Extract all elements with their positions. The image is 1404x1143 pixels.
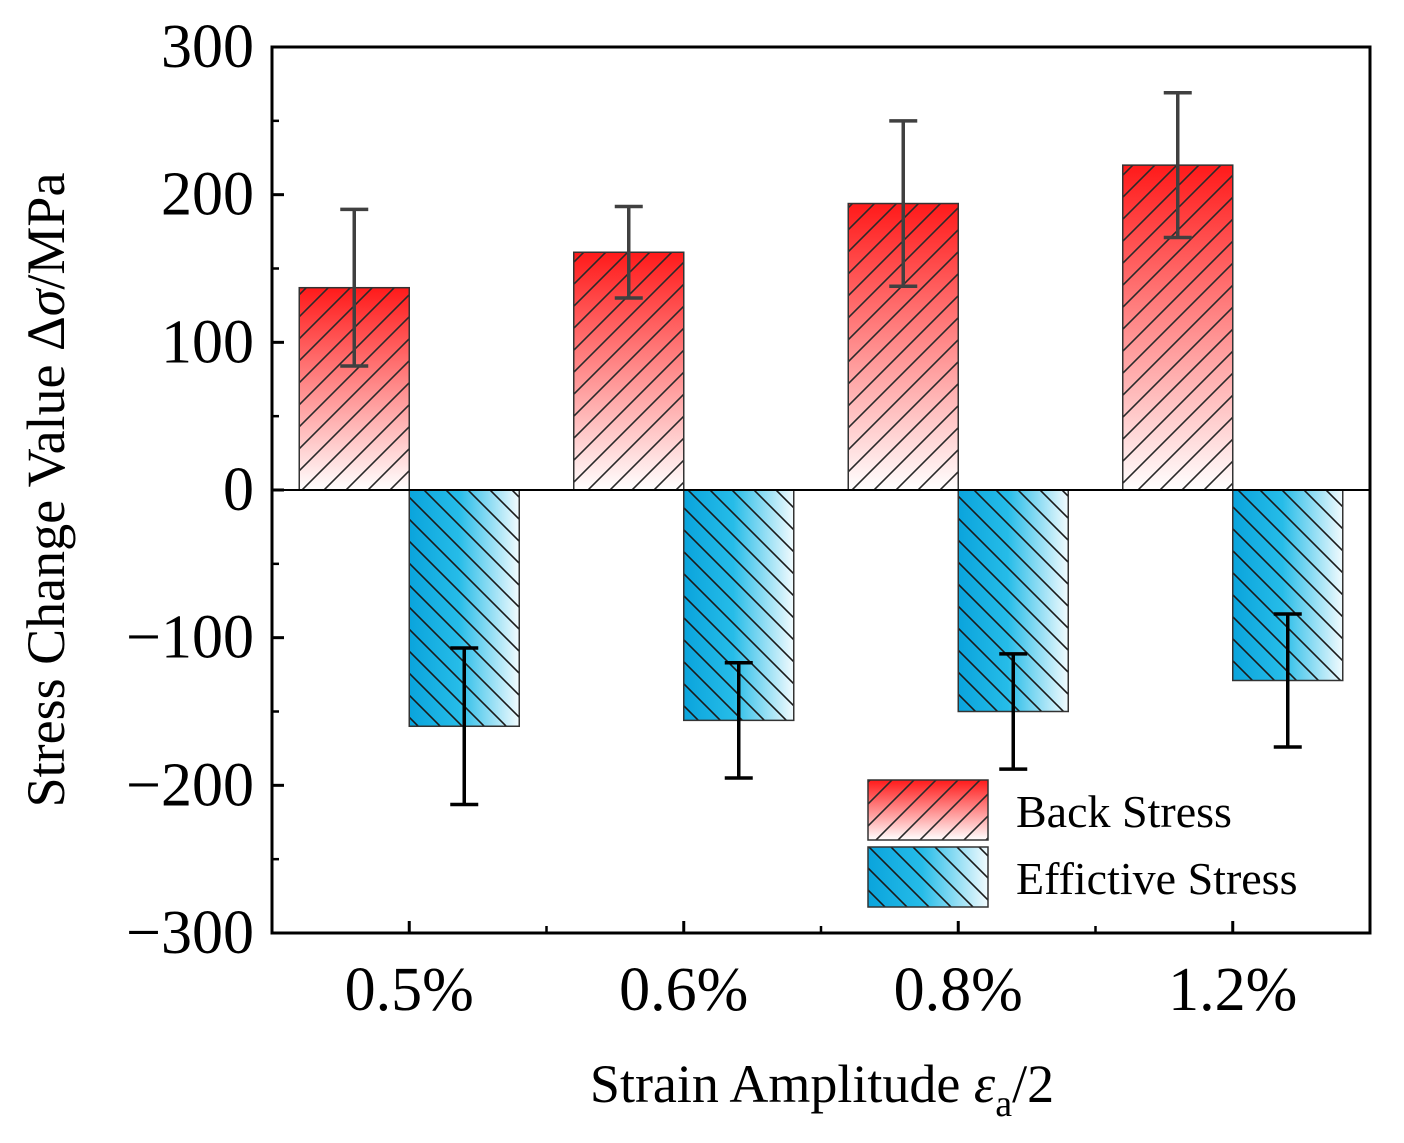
error-bar-effictive-stress-0 <box>450 646 479 807</box>
y-tick-label-1: −200 <box>126 751 254 819</box>
y-tick-label-3: 0 <box>223 456 254 524</box>
error-bar-back-stress-3 <box>1163 91 1192 240</box>
y-tick-label-0: −300 <box>126 899 254 967</box>
legend-swatch-hatch-effictive-stress <box>867 846 989 908</box>
error-bar-back-stress-0 <box>340 207 369 368</box>
error-bars-layer <box>340 91 1302 807</box>
x-tick-label-0: 0.5% <box>345 956 474 1024</box>
error-bar-effictive-stress-3 <box>1273 612 1302 749</box>
error-bar-effictive-stress-1 <box>724 661 753 780</box>
x-axis: 0.5% 0.6% 0.8% 1.2% <box>345 921 1297 1024</box>
x-tick-label-1: 0.6% <box>619 956 748 1024</box>
y-tick-label-4: 100 <box>161 308 254 376</box>
error-bar-effictive-stress-2 <box>999 652 1028 771</box>
x-tick-label-2: 0.8% <box>894 956 1023 1024</box>
bars-layer <box>298 164 1344 728</box>
error-bar-back-stress-1 <box>614 204 643 300</box>
legend-label-effictive-stress: Effictive Stress <box>1016 853 1297 904</box>
y-tick-label-5: 200 <box>161 161 254 229</box>
y-axis-label: Stress Change Value Δσ/MPa <box>16 173 76 808</box>
y-tick-label-6: 300 <box>161 13 254 81</box>
error-bar-back-stress-2 <box>889 119 918 288</box>
y-tick-label-2: −100 <box>126 604 254 672</box>
legend-label-back-stress: Back Stress <box>1016 786 1232 837</box>
legend-swatch-hatch-back-stress <box>867 779 989 841</box>
x-tick-label-3: 1.2% <box>1168 956 1297 1024</box>
y-axis: −300 −200 −100 0 100 200 300 <box>126 13 284 967</box>
legend: Back Stress Effictive Stress <box>867 779 1297 908</box>
x-axis-label: Strain Amplitude εa/2 <box>590 1054 1054 1125</box>
